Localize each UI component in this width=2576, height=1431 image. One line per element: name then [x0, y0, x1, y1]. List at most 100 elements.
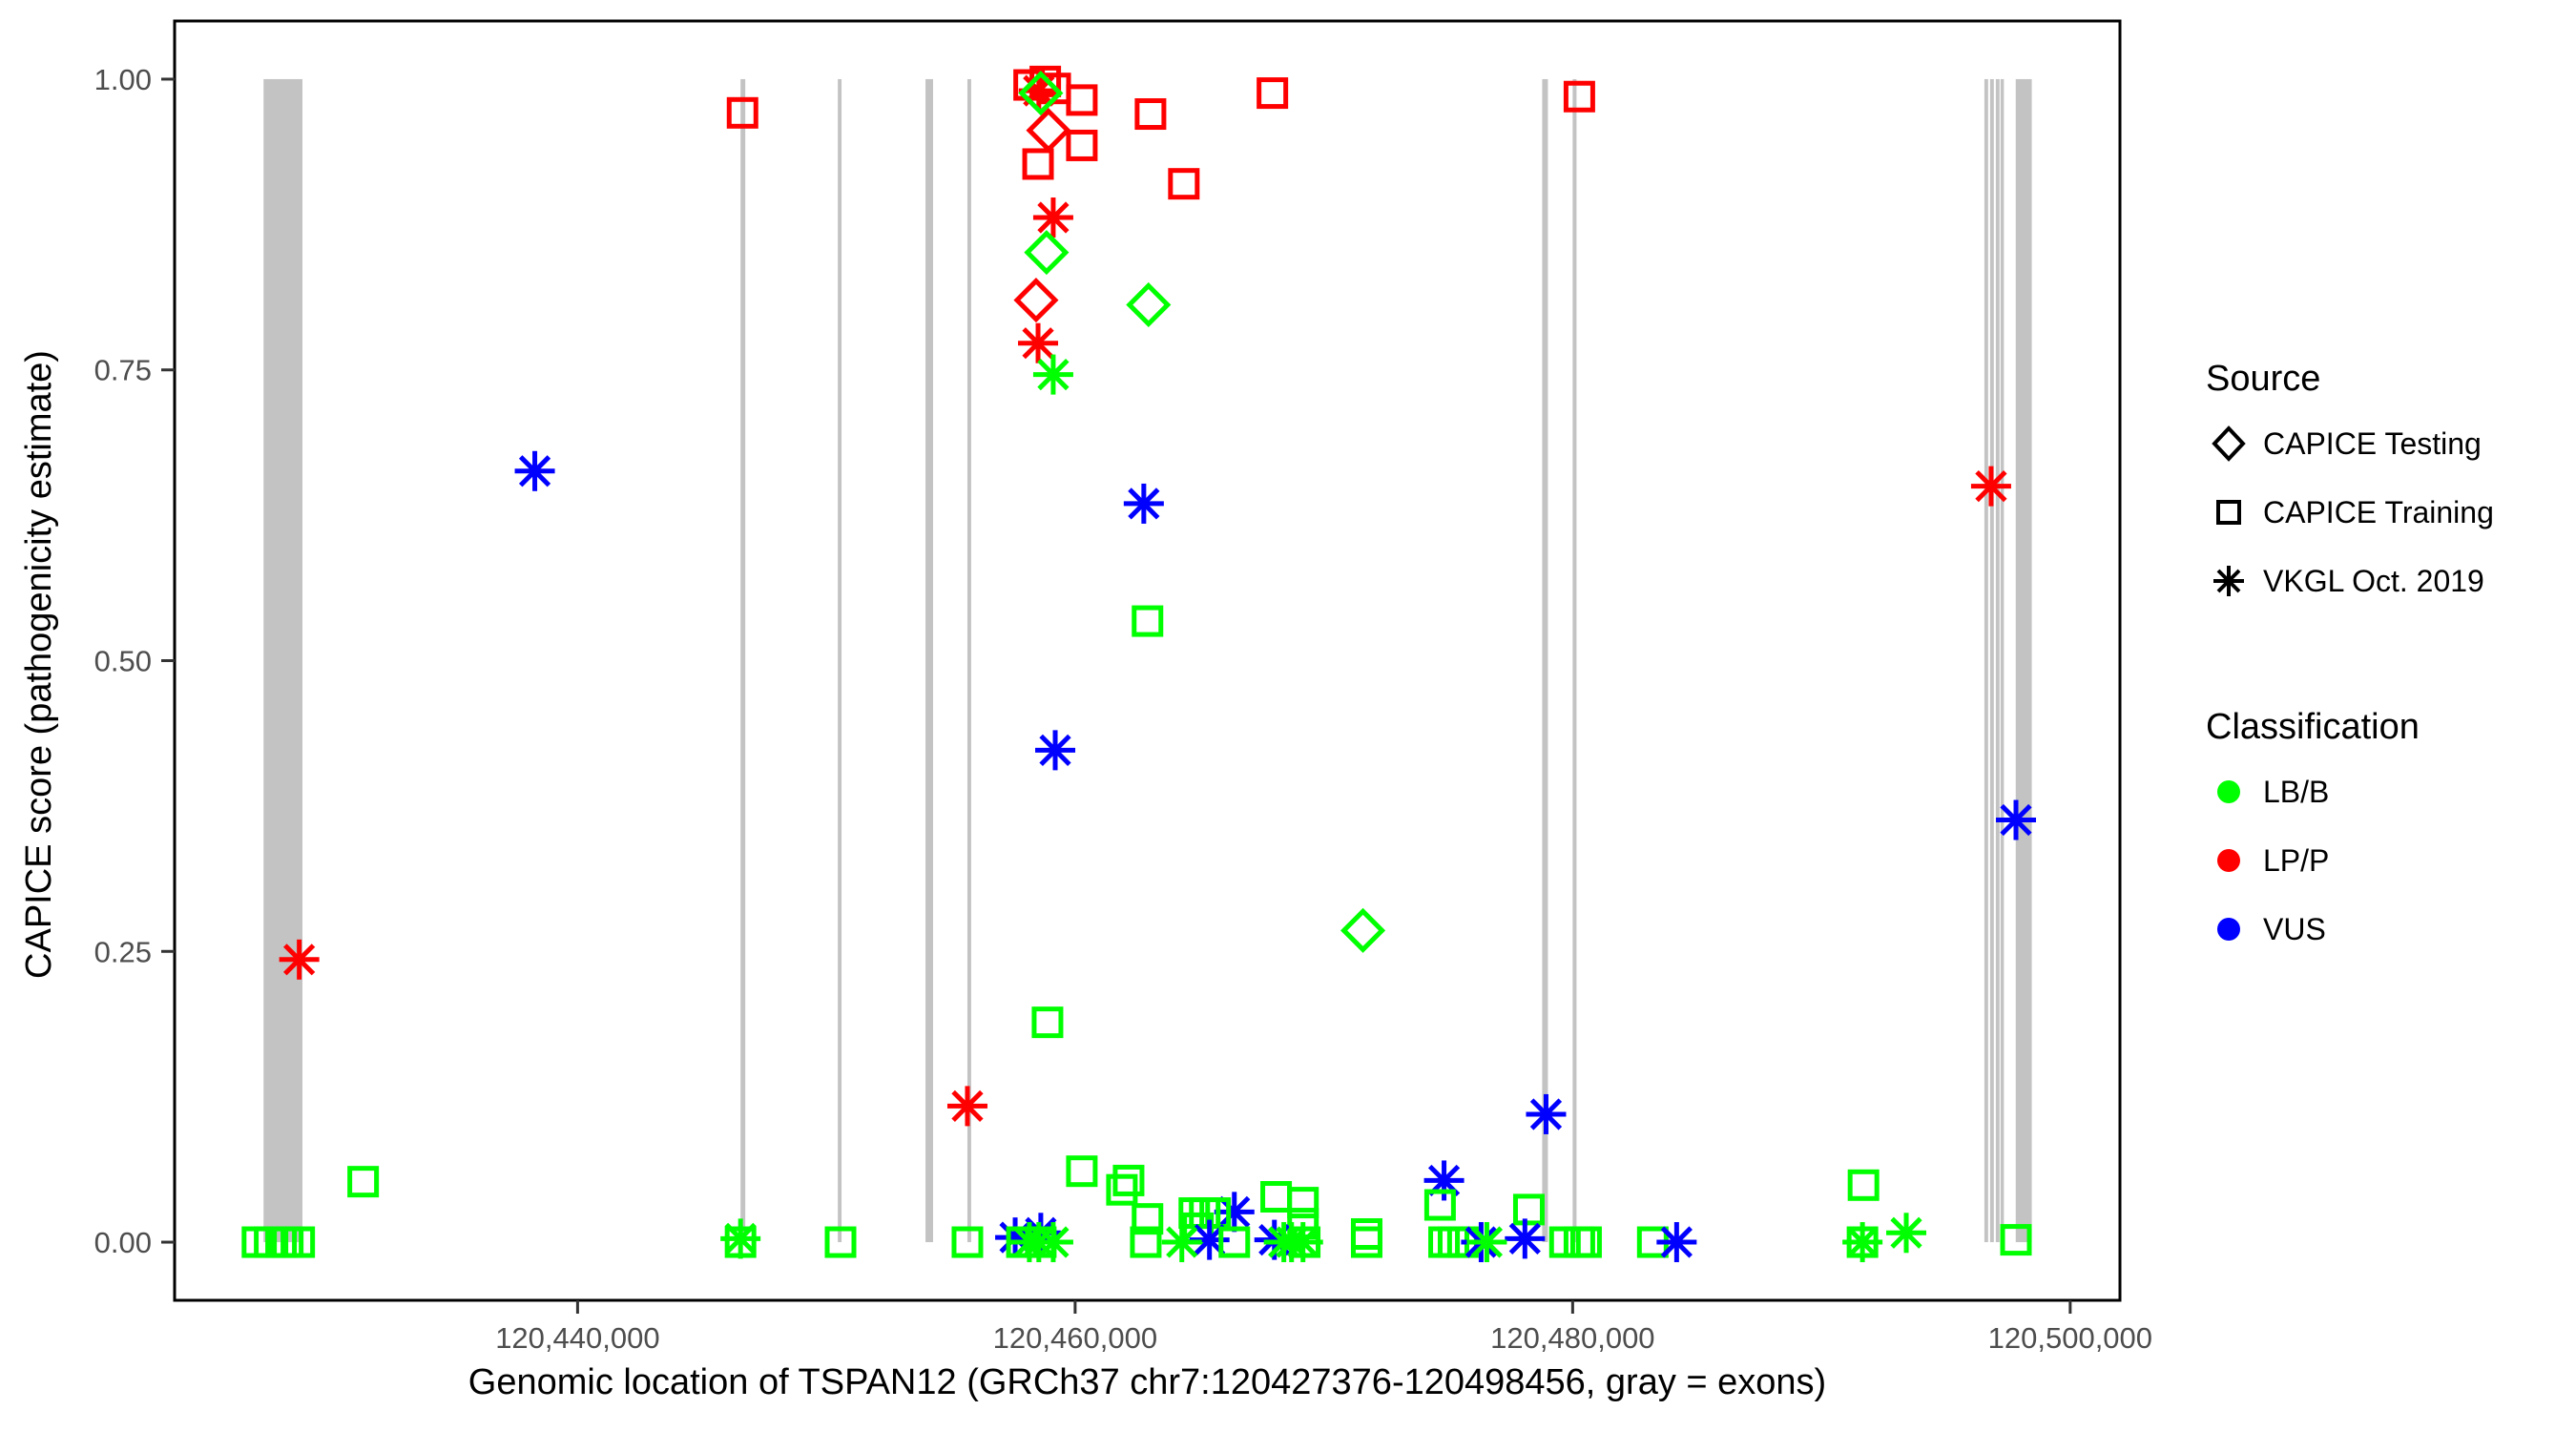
data-point-diamond [1126, 281, 1172, 327]
data-point-square [1066, 129, 1098, 161]
data-point-square [1130, 1226, 1162, 1258]
x-axis-title: Genomic location of TSPAN12 (GRCh37 chr7… [467, 1362, 1827, 1402]
legend-label: CAPICE Training [2263, 494, 2494, 529]
data-point-square [1218, 1226, 1251, 1258]
blue-dot-icon [2206, 906, 2255, 952]
x-axis: 120,440,000 120,460,000 120,480,000 120,500… [495, 1300, 2152, 1355]
data-point-asterisk [946, 1086, 987, 1127]
legend-item-vkgl: VKGL Oct. 2019 [2206, 547, 2568, 615]
exon-bar [263, 78, 303, 1243]
data-point-square [1260, 1181, 1293, 1213]
data-point-square [1287, 1187, 1319, 1219]
legend-source-title: Source [2206, 359, 2321, 399]
data-point-asterisk [1018, 322, 1059, 363]
exon-bar [1984, 78, 1988, 1243]
legend-source-block: Source CAPICE Testing CAPICE Training [2206, 358, 2568, 615]
data-point-square [1106, 1173, 1138, 1206]
data-point-asterisk [279, 939, 320, 980]
legend-classification-block: Classification LB/B LP/P VUS [2206, 706, 2568, 964]
data-point-square [283, 1226, 316, 1258]
data-point-diamond [1018, 71, 1064, 116]
data-point-diamond [1340, 907, 1386, 953]
data-point-square [1112, 1164, 1145, 1196]
y-axis-title: CAPICE score (pathogenicity estimate) [19, 350, 59, 979]
data-point-asterisk [1032, 354, 1073, 395]
asterisk-icon [2206, 558, 2255, 604]
data-point-asterisk [514, 450, 555, 491]
data-point-square [1350, 1226, 1382, 1258]
y-tick-label: 0.00 [94, 1226, 152, 1259]
data-point-square [1022, 148, 1054, 180]
data-point-asterisk [1996, 799, 2037, 840]
legend-item-vus: VUS [2206, 895, 2568, 964]
legend-label: VUS [2263, 911, 2326, 946]
green-dot-icon [2206, 769, 2255, 815]
x-tick-label: 120,500,000 [1988, 1321, 2152, 1355]
square-icon [2206, 489, 2255, 535]
exon-bar [2015, 78, 2032, 1243]
data-point-asterisk [1505, 1218, 1546, 1259]
exon-bar [2000, 78, 2005, 1243]
x-tick-label: 120,480,000 [1490, 1321, 1654, 1355]
red-dot-icon [2206, 838, 2255, 883]
data-point-square [1847, 1169, 1880, 1201]
legend: Source CAPICE Testing CAPICE Training [2206, 358, 2568, 964]
data-point-asterisk [1886, 1213, 1927, 1254]
legend-label: VKGL Oct. 2019 [2263, 563, 2484, 598]
legend-label: LP/P [2263, 842, 2330, 878]
data-point-square [1031, 1006, 1064, 1039]
data-point-square [1569, 1226, 1602, 1258]
data-point-square [1066, 1155, 1098, 1188]
legend-label: LB/B [2263, 774, 2330, 809]
legend-item-lbb: LB/B [2206, 757, 2568, 826]
y-axis: 0.00 0.25 0.50 0.75 1.00 [94, 63, 175, 1259]
legend-item-capice-training: CAPICE Training [2206, 478, 2568, 547]
y-tick-label: 0.50 [94, 645, 152, 678]
data-point-square [1132, 1203, 1164, 1235]
exon-bar [966, 78, 971, 1243]
y-tick-label: 1.00 [94, 63, 152, 96]
data-point-asterisk [1035, 730, 1076, 771]
data-point-asterisk [1161, 1222, 1202, 1263]
data-point-asterisk [1466, 1222, 1507, 1263]
legend-classification-title: Classification [2206, 707, 2420, 747]
data-point-asterisk [1214, 1192, 1255, 1233]
data-points [241, 65, 2037, 1263]
x-tick-label: 120,440,000 [495, 1321, 659, 1355]
data-point-square [1289, 1226, 1321, 1258]
exon-bar [925, 78, 934, 1243]
data-point-square [1846, 1226, 1879, 1258]
data-point-asterisk [1423, 1160, 1465, 1201]
exon-bar [1989, 78, 1994, 1243]
data-point-square [1423, 1189, 1456, 1221]
data-point-asterisk [1656, 1222, 1697, 1263]
data-point-square [824, 1226, 857, 1258]
diamond-icon [2206, 421, 2255, 467]
y-tick-label: 0.25 [94, 935, 152, 968]
exon-bar [1572, 78, 1577, 1243]
data-point-diamond [1026, 108, 1071, 154]
exon-bar [838, 78, 842, 1243]
exon-bars [263, 78, 2032, 1243]
data-point-square [951, 1226, 984, 1258]
data-point-square [726, 96, 758, 129]
exon-bar [1542, 78, 1548, 1243]
data-point-diamond [1013, 278, 1059, 323]
data-point-square [1512, 1193, 1545, 1226]
exon-bar [740, 78, 746, 1243]
exon-bar [1995, 78, 2000, 1243]
panel-border [173, 19, 2122, 1302]
data-point-square [1428, 1226, 1461, 1258]
data-point-asterisk [1526, 1093, 1567, 1134]
data-point-square [1168, 168, 1200, 200]
data-point-square [724, 1226, 757, 1258]
data-point-square [1066, 84, 1098, 116]
data-point-asterisk [1032, 197, 1073, 238]
data-point-asterisk [1123, 483, 1164, 524]
data-point-asterisk [1032, 1222, 1073, 1263]
legend-item-lpp: LP/P [2206, 826, 2568, 895]
data-point-square [1132, 605, 1164, 637]
legend-item-capice-testing: CAPICE Testing [2206, 409, 2568, 478]
